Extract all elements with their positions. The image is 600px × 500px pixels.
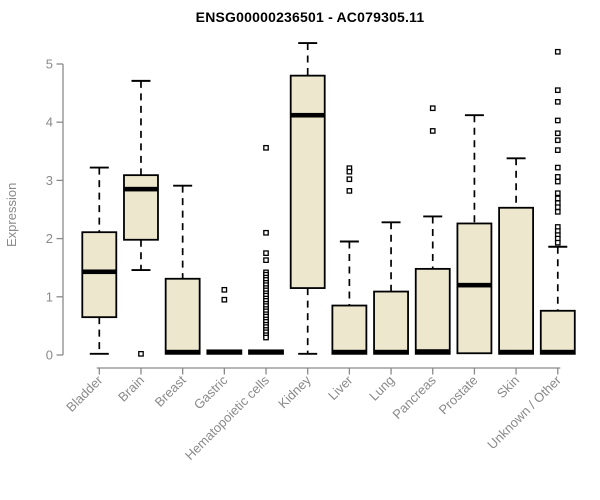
outlier-point — [429, 128, 436, 134]
x-tick-label-pancreas: Pancreas — [389, 372, 439, 422]
outlier-point — [554, 164, 561, 171]
iqr-box — [123, 174, 159, 241]
iqr-box — [373, 290, 409, 355]
outlier-point — [138, 350, 144, 357]
outlier-point — [263, 250, 269, 256]
x-tick-label-brain: Brain — [115, 373, 147, 405]
median-line — [165, 349, 200, 355]
iqr-box — [414, 267, 451, 355]
iqr-box — [498, 206, 535, 355]
outlier-point — [554, 174, 561, 180]
outlier-point — [554, 208, 561, 215]
iqr-box — [289, 74, 326, 289]
boxplot-lung — [373, 221, 409, 355]
outlier-point — [554, 204, 561, 211]
median-line — [207, 349, 242, 355]
outlier-point — [263, 229, 269, 236]
outlier-point — [221, 286, 228, 293]
boxplot-kidney — [289, 42, 326, 355]
boxplot-gastric — [206, 286, 243, 355]
median-line — [499, 349, 534, 355]
outlier-point — [554, 178, 561, 185]
x-tick-label-prostate: Prostate — [436, 373, 481, 418]
outlier-point — [221, 296, 228, 303]
outlier-point — [554, 87, 561, 94]
y-tick-label: 5 — [46, 57, 53, 72]
outlier-point — [554, 239, 561, 246]
y-tick-label: 3 — [46, 173, 53, 188]
outlier-point — [263, 257, 269, 263]
y-tick-label: 4 — [46, 115, 53, 130]
outlier-point — [346, 188, 353, 194]
outlier-point — [346, 168, 353, 175]
median-line — [249, 349, 284, 355]
boxplot-prostate — [456, 114, 493, 355]
boxplot-breast — [164, 184, 201, 355]
x-tick-label-skin: Skin — [494, 373, 522, 401]
boxplot-pancreas — [414, 105, 451, 355]
y-tick-label: 2 — [46, 231, 53, 246]
outlier-point — [429, 105, 436, 112]
median-line — [415, 349, 450, 354]
x-tick-label-lung: Lung — [366, 373, 397, 404]
outlier-point — [263, 144, 269, 151]
outlier-point — [554, 137, 561, 144]
outlier-point — [263, 334, 269, 341]
boxplot-brain — [123, 79, 159, 357]
median-line — [290, 112, 325, 118]
boxplot-unknown-other — [539, 48, 576, 355]
x-tick-label-bladder: Bladder — [63, 372, 106, 415]
outlier-point — [554, 130, 561, 137]
outlier-point — [554, 195, 561, 202]
chart-title: ENSG00000236501 - AC079305.11 — [195, 9, 425, 25]
iqr-box — [81, 231, 118, 319]
iqr-box — [164, 277, 201, 355]
x-tick-label-gastric: Gastric — [191, 372, 231, 412]
x-tick-label-liver: Liver — [325, 372, 356, 403]
boxplot-bladder — [81, 166, 118, 355]
y-axis: 0 1 2 3 4 5 — [46, 57, 64, 363]
boxplot-hematopoietic-cells — [248, 144, 284, 355]
x-tick-label-kidney: Kidney — [275, 372, 314, 411]
y-tick-label: 1 — [46, 289, 53, 304]
iqr-box — [331, 304, 368, 355]
median-line — [457, 282, 492, 288]
x-tick-label-breast: Breast — [152, 372, 189, 409]
outlier-point — [554, 48, 561, 55]
median-line — [332, 349, 367, 355]
x-tick-label-unknown-other: Unknown / Other — [484, 372, 564, 452]
median-line — [82, 269, 117, 275]
outlier-point — [554, 98, 561, 105]
iqr-box — [539, 309, 576, 355]
outlier-point — [554, 147, 561, 153]
boxplot-liver — [331, 165, 368, 355]
median-line — [123, 186, 158, 192]
median-line — [540, 349, 575, 355]
boxplot-skin — [498, 157, 535, 355]
median-line — [374, 349, 409, 355]
y-tick-label: 0 — [46, 348, 53, 363]
outlier-point — [554, 190, 561, 197]
iqr-box — [456, 222, 493, 355]
outlier-point — [346, 176, 353, 183]
outlier-point — [554, 117, 561, 124]
